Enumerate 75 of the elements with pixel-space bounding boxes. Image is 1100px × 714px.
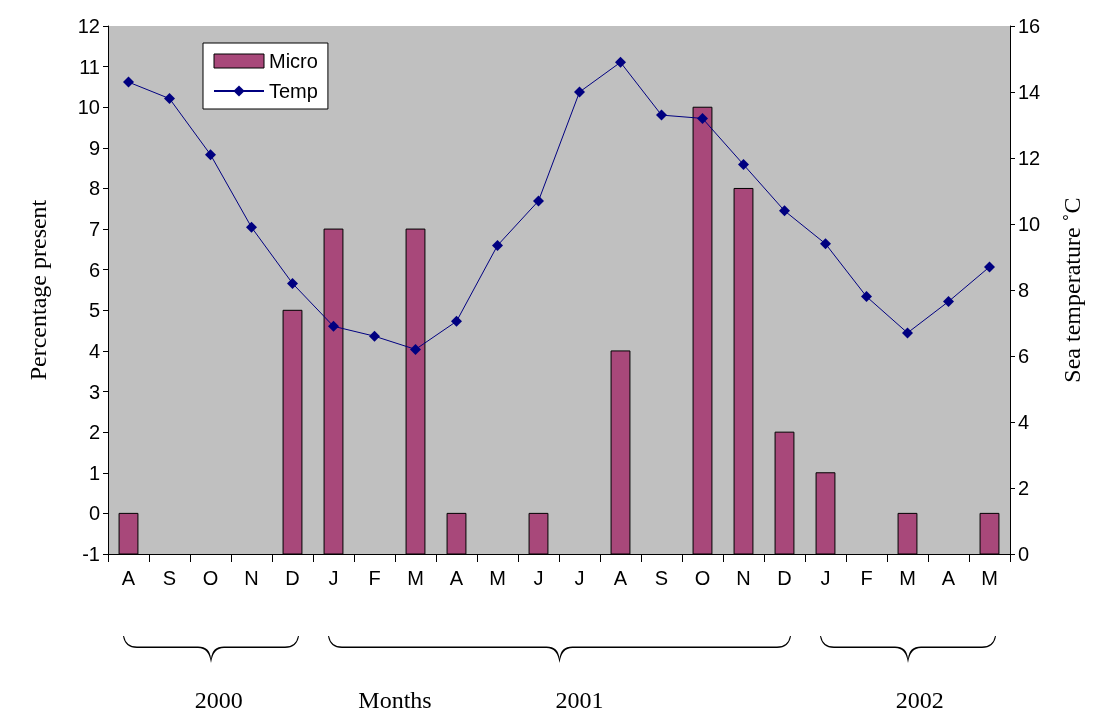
y-tick-label: 11 — [79, 55, 100, 78]
text: 2000 — [194, 687, 243, 713]
y-axis-title: Percentage present — [25, 199, 51, 381]
y2-tick-label: 4 — [1018, 411, 1030, 433]
x-tick-label: D — [285, 567, 300, 589]
y2-axis-title: Sea temperature ˚C — [1059, 197, 1085, 383]
y2-tick-label: 0 — [1018, 543, 1030, 565]
point — [697, 112, 708, 124]
point — [738, 159, 749, 171]
point — [369, 330, 380, 342]
y-tick-label: 8 — [88, 177, 100, 200]
y-tick-label: 4 — [88, 339, 100, 362]
point — [328, 320, 339, 332]
point — [410, 343, 421, 355]
point — [943, 296, 954, 308]
y2-tick-label: 6 — [1018, 345, 1030, 367]
point — [164, 93, 175, 105]
text: Months — [358, 687, 432, 713]
point — [287, 277, 298, 289]
x-tick-label: F — [860, 567, 873, 589]
y-tick-label: 3 — [88, 380, 100, 403]
y-tick-label: 10 — [77, 96, 100, 119]
x-tick-label: O — [694, 567, 711, 589]
x-tick-label: A — [449, 567, 464, 589]
point — [779, 205, 790, 217]
point — [205, 149, 216, 161]
x-tick-label: M — [981, 567, 998, 589]
y2-tick-label: 10 — [1018, 213, 1041, 235]
point — [123, 76, 134, 88]
x-tick-label: M — [899, 567, 916, 589]
x-tick-label: M — [407, 567, 424, 589]
point — [492, 239, 503, 251]
x-tick-label: N — [736, 567, 751, 589]
x-tick-label: J — [574, 567, 585, 589]
point — [574, 86, 585, 98]
x-tick-label: A — [613, 567, 628, 589]
y2-tick-label: 12 — [1018, 147, 1041, 169]
y2-tick-label: 2 — [1018, 477, 1030, 499]
point — [451, 315, 462, 327]
x-tick-label: M — [489, 567, 506, 589]
y-tick-label: 7 — [88, 218, 100, 241]
y2-tick-label: 16 — [1018, 15, 1041, 37]
x-tick-label: A — [941, 567, 956, 589]
y-tick-label: -1 — [82, 543, 100, 565]
point — [533, 195, 544, 207]
x-tick-label: D — [777, 567, 792, 589]
y-tick-label: 2 — [88, 421, 100, 444]
y-tick-label: 5 — [88, 299, 100, 322]
point — [820, 238, 831, 250]
text: 2002 — [895, 687, 944, 713]
y-tick-label: 9 — [88, 136, 100, 159]
point — [984, 261, 995, 273]
x-tick-label: S — [162, 567, 177, 589]
x-tick-label: N — [244, 567, 259, 589]
x-tick-label: O — [202, 567, 219, 589]
x-tick-label: J — [820, 567, 831, 589]
point — [656, 109, 667, 121]
x-tick-label: F — [368, 567, 381, 589]
y-tick-label: 6 — [88, 258, 100, 281]
point — [615, 56, 626, 68]
x-tick-label: A — [121, 567, 136, 589]
y2-tick-label: 8 — [1018, 279, 1030, 301]
point — [861, 291, 872, 303]
x-tick-label: J — [533, 567, 544, 589]
y2-tick-label: 14 — [1018, 81, 1041, 103]
x-tick-label: S — [654, 567, 669, 589]
y-tick-label: 1 — [88, 461, 100, 484]
y-tick-label: 12 — [77, 15, 100, 37]
x-tick-label: J — [328, 567, 339, 589]
point — [902, 327, 913, 339]
text: 2001 — [555, 687, 604, 713]
legend-label: Micro — [269, 50, 318, 72]
legend-label: Temp — [269, 80, 318, 102]
y-tick-label: 0 — [88, 502, 100, 525]
point — [246, 221, 257, 233]
